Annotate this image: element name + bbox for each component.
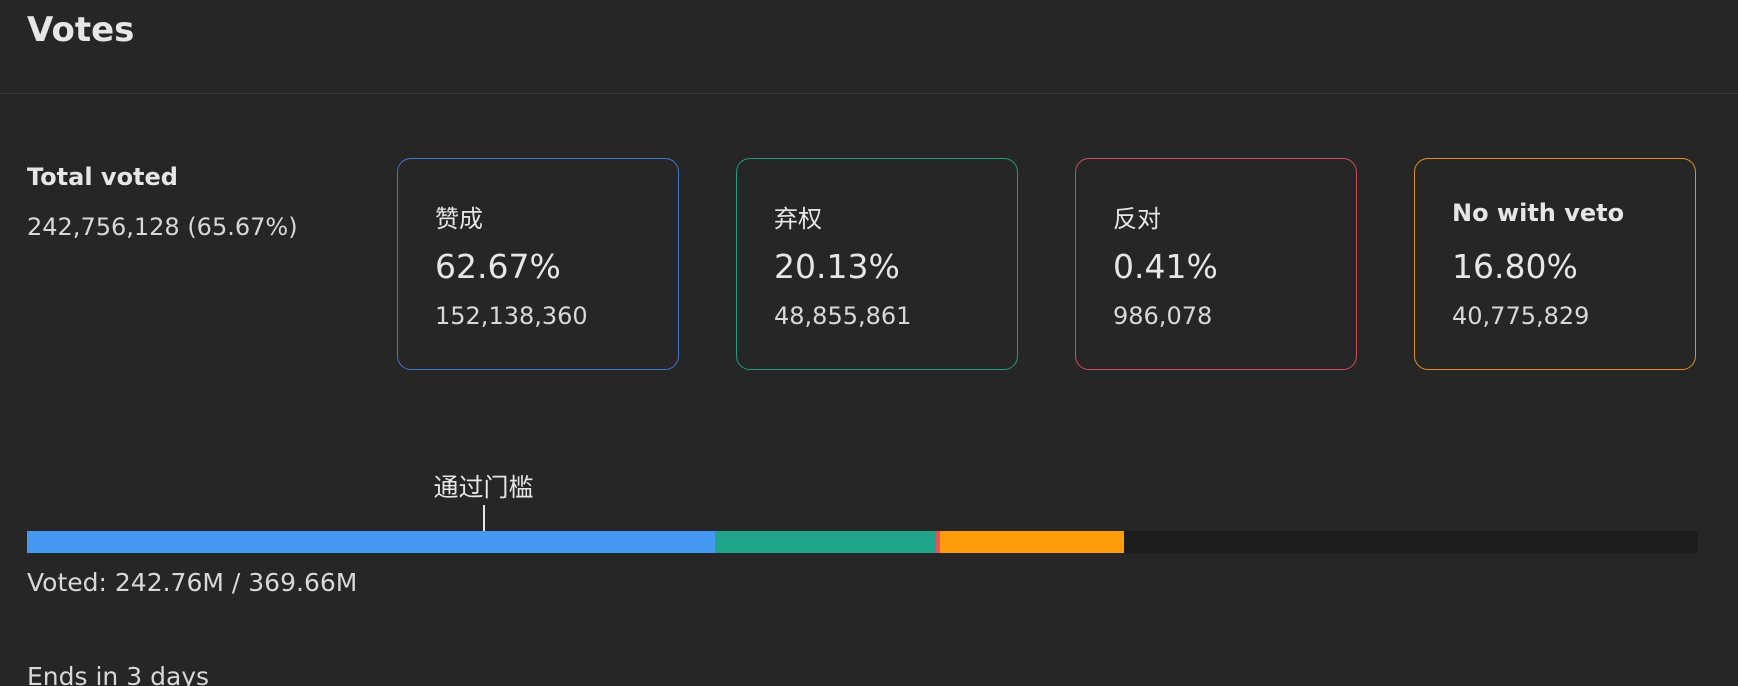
option-name: No with veto	[1452, 199, 1625, 227]
vote-bar	[27, 531, 1698, 553]
option-card: 弃权 20.13% 48,855,861	[736, 158, 1018, 370]
option-name: 赞成	[435, 205, 483, 233]
option-name: 反对	[1113, 205, 1161, 233]
option-votes: 40,775,829	[1452, 302, 1590, 330]
total-label: Total voted	[27, 163, 178, 191]
option-card: No with veto 16.80% 40,775,829	[1414, 158, 1696, 370]
panel-title: Votes	[27, 10, 135, 50]
option-percent: 62.67%	[435, 247, 561, 286]
voted-prefix: Voted:	[27, 568, 107, 597]
bar-segment	[940, 531, 1125, 553]
divider	[0, 93, 1738, 94]
total-value: 242,756,128 (65.67%)	[27, 213, 298, 241]
threshold-label: 通过门槛	[433, 473, 534, 502]
option-name: 弃权	[774, 205, 822, 233]
option-card: 反对 0.41% 986,078	[1075, 158, 1357, 370]
voted-amount: 242.76M	[114, 568, 224, 597]
bar-segment	[935, 531, 941, 553]
bar-segment	[27, 531, 715, 553]
option-percent: 16.80%	[1452, 247, 1578, 286]
threshold-marker	[482, 505, 485, 531]
option-percent: 0.41%	[1113, 247, 1218, 286]
option-votes: 152,138,360	[435, 302, 588, 330]
voted-separator: /	[231, 568, 241, 597]
option-votes: 48,855,861	[774, 302, 912, 330]
voted-summary: Voted: 242.76M / 369.66M	[27, 568, 357, 597]
option-votes: 986,078	[1113, 302, 1213, 330]
bar-segment	[714, 531, 936, 553]
option-percent: 20.13%	[774, 247, 900, 286]
voted-total: 369.66M	[248, 568, 358, 597]
option-card: 赞成 62.67% 152,138,360	[397, 158, 679, 370]
end-time: Ends in 3 days	[27, 662, 210, 686]
